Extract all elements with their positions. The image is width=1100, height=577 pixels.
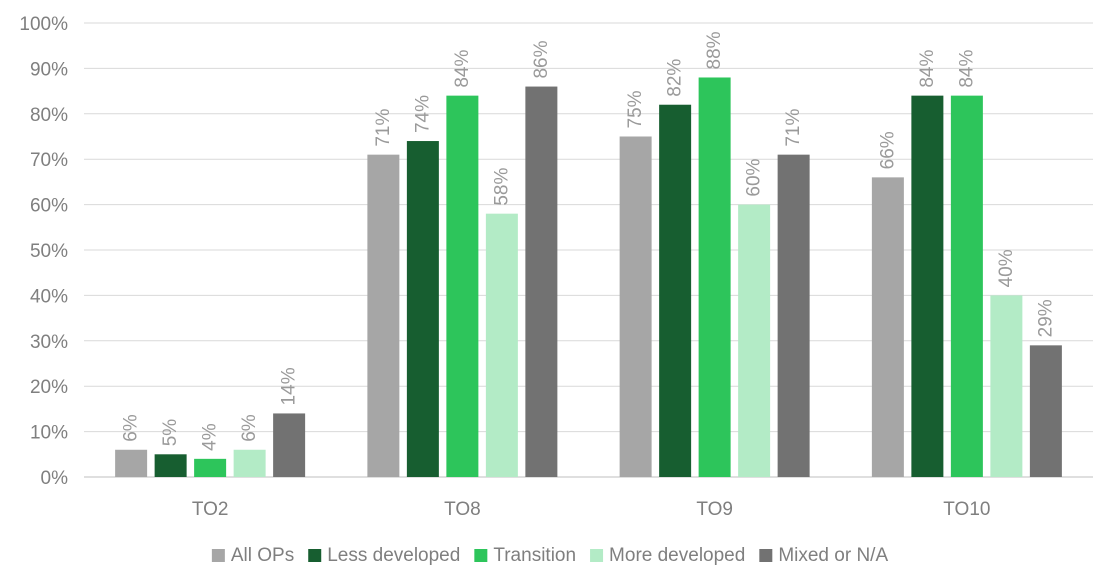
legend-label: Transition [493, 545, 576, 566]
y-axis-ticks: 0% 10% 20% 30% 40% 50% 60% 70% 80% 90% 100% [19, 14, 68, 489]
bar [367, 154, 400, 477]
legend-label: More developed [609, 545, 745, 566]
data-label: 88% [704, 31, 725, 69]
data-label: 84% [917, 50, 938, 88]
bar [154, 454, 187, 477]
bar [990, 295, 1023, 477]
bar [911, 95, 944, 477]
legend-label: Mixed or N/A [778, 545, 888, 566]
legend-label: All OPs [231, 545, 294, 566]
x-category-label: TO9 [696, 499, 733, 520]
data-label: 14% [279, 367, 300, 405]
y-tick-label: 30% [30, 332, 68, 353]
y-tick-label: 90% [30, 59, 68, 80]
y-tick-label: 50% [30, 241, 68, 262]
bar [406, 141, 439, 478]
x-category-label: TO10 [943, 499, 990, 520]
data-label: 71% [373, 109, 394, 147]
bar [777, 154, 810, 477]
bar [659, 104, 692, 477]
legend-swatch [308, 549, 322, 562]
bar [194, 458, 227, 477]
data-label: 86% [531, 40, 552, 78]
data-label: 84% [452, 50, 473, 88]
y-tick-label: 20% [30, 377, 68, 398]
y-tick-label: 10% [30, 423, 68, 444]
data-label: 40% [996, 249, 1017, 287]
legend-swatch [759, 549, 773, 562]
bar [698, 77, 731, 477]
y-tick-label: 60% [30, 196, 68, 217]
data-label: 5% [160, 419, 181, 447]
bar [619, 136, 652, 477]
bars [115, 77, 1062, 478]
bar [871, 177, 904, 478]
y-tick-label: 0% [41, 468, 69, 489]
data-label: 6% [121, 414, 142, 442]
data-label: 29% [1035, 299, 1056, 337]
legend-label: Less developed [327, 545, 460, 566]
legend-swatch [590, 549, 604, 562]
data-label: 71% [783, 109, 804, 147]
x-axis-categories: TO2 TO8 TO9 TO10 [192, 499, 991, 520]
data-label: 6% [239, 414, 260, 442]
bar [233, 449, 266, 477]
bar [738, 204, 771, 477]
y-tick-label: 80% [30, 105, 68, 126]
bar [950, 95, 983, 477]
data-label: 66% [877, 131, 898, 169]
gridlines [84, 22, 1093, 478]
legend-swatch [211, 549, 225, 562]
bar [446, 95, 479, 477]
bar [115, 449, 148, 477]
data-label: 60% [744, 158, 765, 196]
x-category-label: TO2 [192, 499, 229, 520]
bar [525, 86, 558, 477]
x-category-label: TO8 [444, 499, 481, 520]
bar [485, 213, 518, 477]
bar [1029, 345, 1062, 477]
legend: All OPs Less developed Transition More deve… [211, 545, 888, 566]
data-label: 82% [665, 59, 686, 97]
data-labels: 6% 5% 4% 6% 14% 71% 74% 84% 58% 86% 75% 82% 88% 60% 71… [121, 31, 1057, 450]
data-label: 4% [200, 423, 221, 451]
y-tick-label: 70% [30, 150, 68, 171]
y-tick-label: 100% [19, 14, 68, 35]
data-label: 74% [412, 95, 433, 133]
bar [273, 413, 306, 477]
data-label: 84% [956, 50, 977, 88]
data-label: 58% [491, 168, 512, 206]
data-label: 75% [625, 90, 646, 128]
y-tick-label: 40% [30, 286, 68, 307]
legend-swatch [474, 549, 488, 562]
